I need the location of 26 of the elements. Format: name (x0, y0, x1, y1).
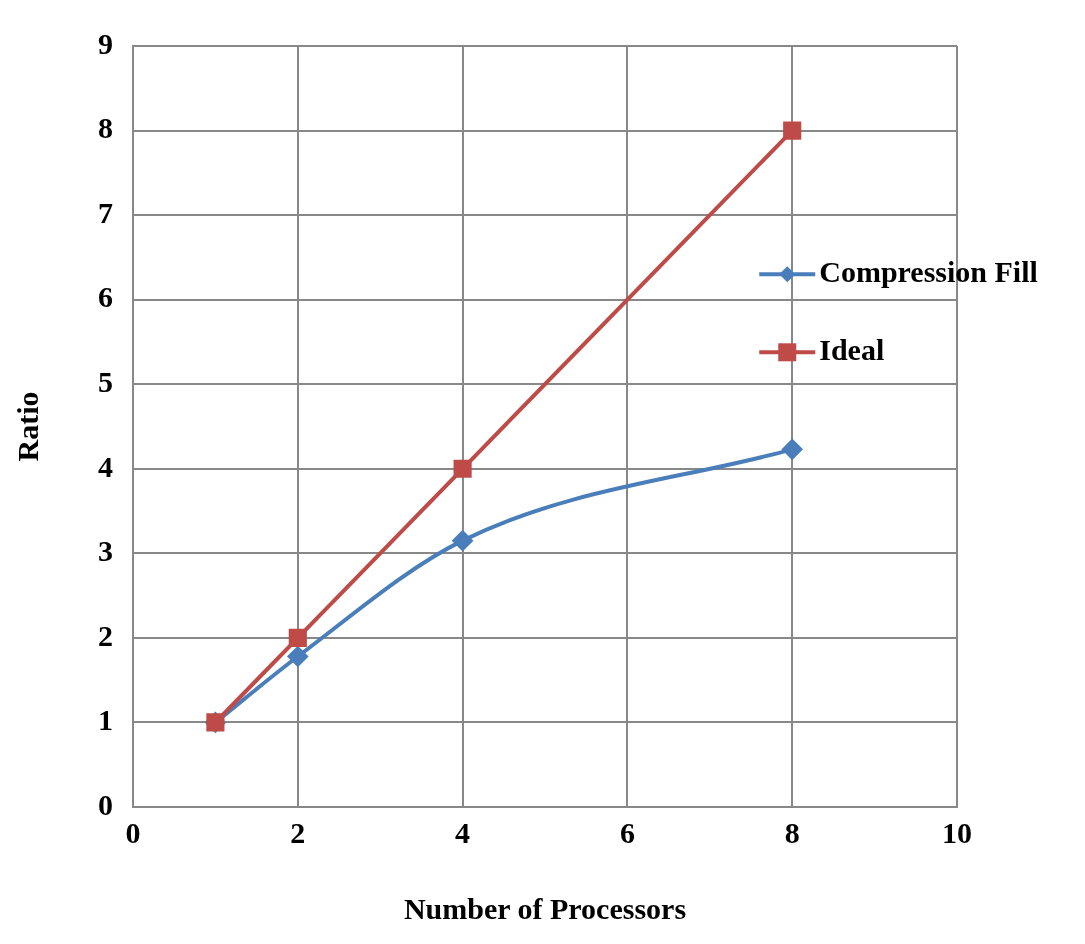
y-tick-label: 4 (98, 449, 113, 483)
x-axis-title: Number of Processors (403, 891, 687, 925)
x-tick-label: 4 (455, 815, 471, 849)
x-tick-label: 6 (619, 815, 635, 849)
legend-label: Compression Fill (819, 255, 1038, 289)
y-tick-label: 0 (98, 787, 113, 821)
y-tick-label: 6 (98, 280, 113, 314)
y-tick-label: 1 (98, 703, 113, 737)
point (452, 530, 473, 551)
point (453, 459, 472, 478)
y-tick-label: 9 (98, 26, 113, 60)
x-tick-label: 2 (290, 815, 306, 849)
x-tick-label: 8 (784, 815, 800, 849)
point (783, 121, 802, 140)
point (287, 646, 308, 667)
y-tick-label: 3 (98, 534, 113, 568)
y-tick-label: 5 (98, 364, 113, 398)
x-tick-label: 10 (942, 815, 972, 849)
y-axis-title: Ratio (10, 391, 44, 462)
y-tick-label: 8 (98, 111, 113, 145)
legend-label: Ideal (819, 333, 885, 367)
point (782, 439, 803, 460)
y-tick-label: 7 (98, 195, 113, 229)
point (288, 628, 307, 647)
y-tick-label: 2 (98, 618, 113, 652)
x-tick-label: 0 (125, 815, 141, 849)
